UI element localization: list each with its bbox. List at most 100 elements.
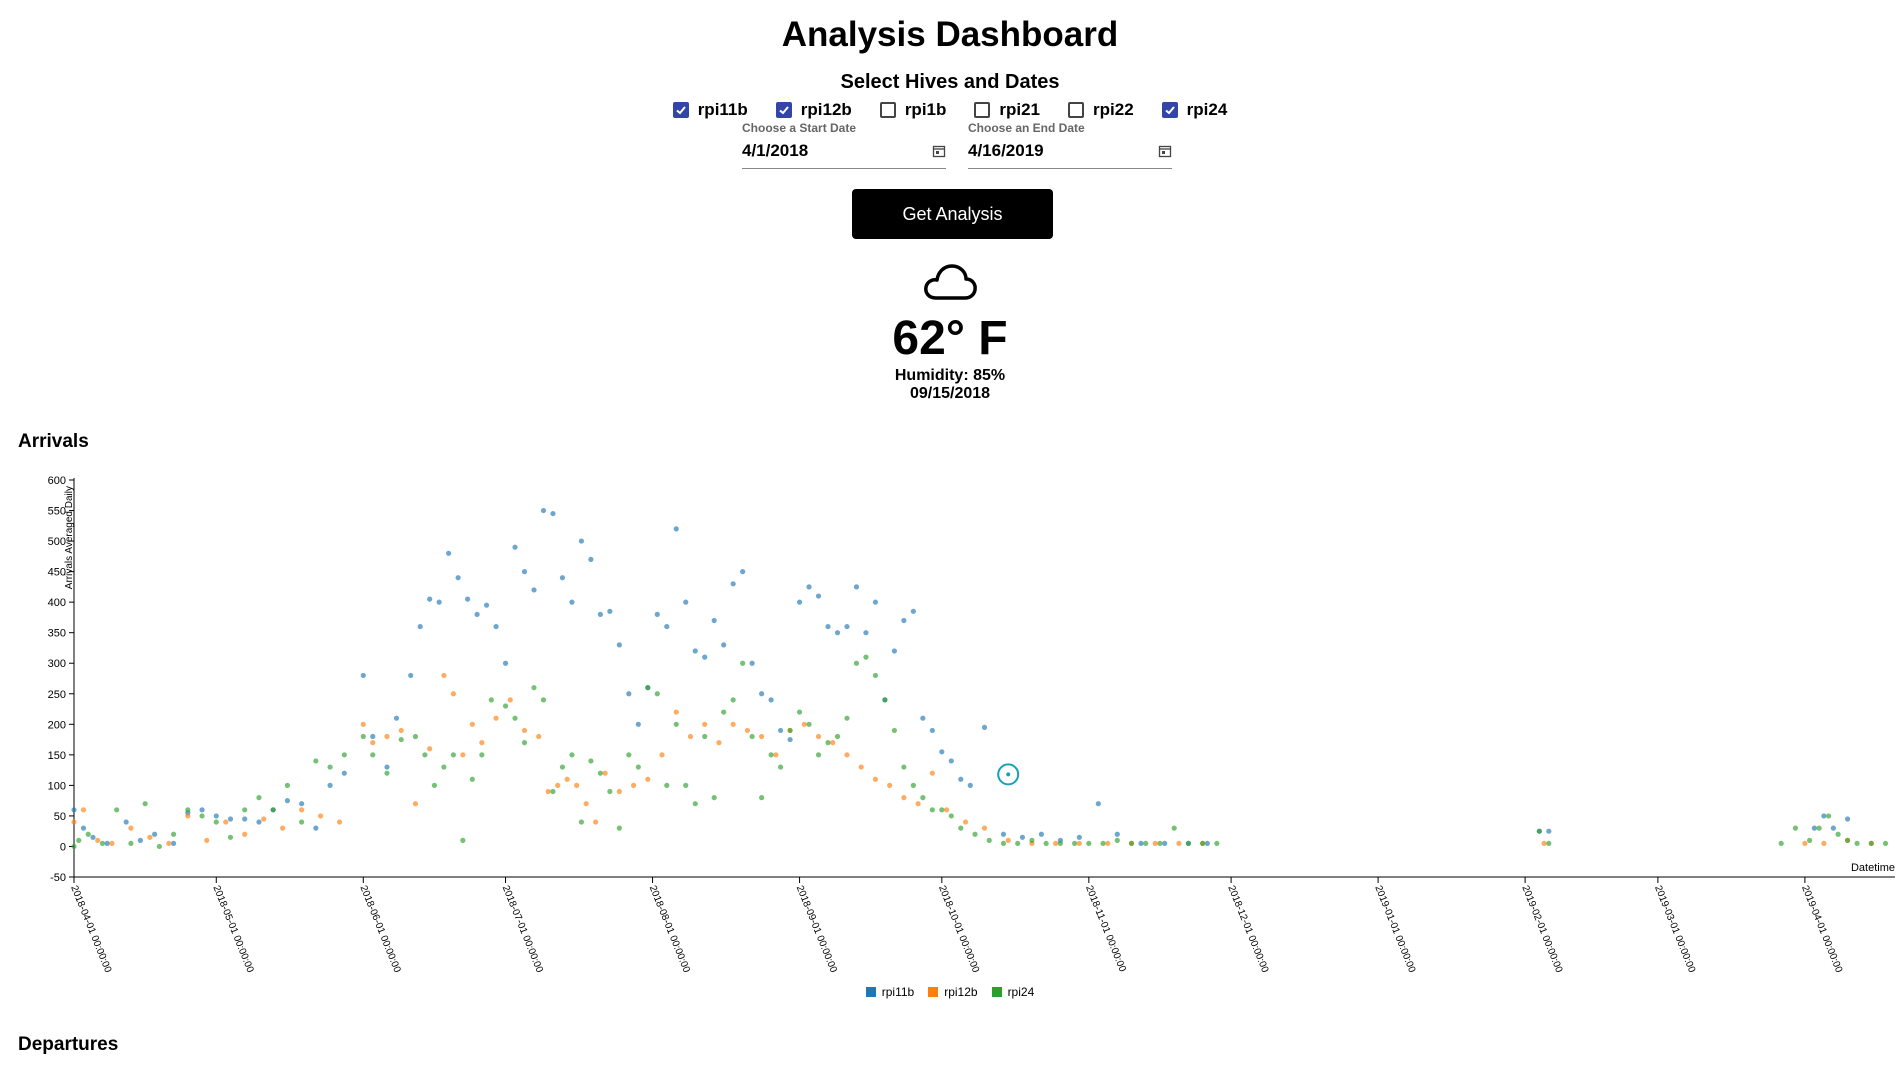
data-point-rpi11b: [540, 507, 547, 514]
calendar-icon[interactable]: [932, 144, 946, 158]
data-point-rpi24: [1200, 840, 1206, 847]
start-date-input[interactable]: 4/1/2018: [742, 141, 946, 169]
checkbox-icon[interactable]: [879, 102, 896, 118]
data-point-rpi11b: [796, 599, 803, 605]
data-point-rpi11b: [393, 715, 400, 721]
data-point-rpi24: [142, 801, 148, 807]
data-point-rpi11b: [80, 825, 87, 831]
hive-checkbox-rpi22[interactable]: rpi22: [1068, 100, 1134, 120]
end-date-input[interactable]: 4/16/2019: [968, 141, 1172, 169]
data-point-rpi24: [284, 782, 290, 788]
data-point-rpi11b: [242, 816, 248, 822]
data-point-rpi12b: [744, 727, 750, 734]
data-point-rpi12b: [71, 819, 77, 825]
checkbox-icon[interactable]: [775, 102, 792, 118]
data-point-rpi11b: [1076, 834, 1082, 840]
data-point-rpi11b: [284, 798, 290, 804]
data-point-rpi24: [71, 843, 77, 850]
data-point-rpi11b: [863, 630, 869, 636]
hive-label: rpi1b: [904, 100, 947, 119]
data-point-rpi24: [1171, 825, 1177, 831]
data-point-rpi24: [711, 795, 717, 801]
y-tick-label: 350: [48, 628, 66, 640]
data-point-rpi11b: [1000, 831, 1007, 837]
legend-item-rpi12b[interactable]: rpi12b: [928, 985, 978, 999]
data-point-rpi12b: [1176, 840, 1182, 847]
checkbox-icon[interactable]: [974, 102, 991, 118]
y-tick-label: 300: [48, 658, 66, 670]
data-point-rpi12b: [479, 740, 485, 746]
data-point-rpi11b: [559, 575, 566, 581]
data-point-rpi11b: [550, 510, 556, 517]
hive-checkbox-rpi1b[interactable]: rpi1b: [879, 100, 947, 120]
x-tick-label: 2018-08-01 00:00:00: [647, 884, 692, 975]
data-point-rpi24: [740, 660, 746, 666]
end-date-label: Choose an End Date: [968, 121, 1085, 135]
start-date-value: 4/1/2018: [742, 141, 809, 160]
data-point-rpi12b: [1802, 840, 1808, 847]
data-point-rpi11b: [1811, 825, 1817, 831]
data-point-rpi11b: [711, 617, 717, 624]
end-date-picker[interactable]: Choose an End Date 4/16/2019: [968, 121, 1172, 169]
data-point-rpi12b: [858, 764, 864, 770]
calendar-icon[interactable]: [1158, 144, 1172, 158]
data-point-rpi24: [1000, 840, 1007, 847]
data-point-rpi11b: [1138, 840, 1144, 847]
data-point-rpi24: [891, 727, 897, 734]
data-point-rpi11b: [1821, 813, 1827, 819]
data-point-rpi24: [185, 807, 191, 813]
data-point-rpi11b: [170, 840, 177, 847]
data-point-rpi24: [635, 764, 641, 770]
data-point-rpi11b: [1844, 816, 1851, 822]
data-point-rpi24: [815, 752, 822, 758]
data-point-rpi11b: [1095, 801, 1101, 807]
data-point-rpi24: [1143, 840, 1149, 847]
x-axis-label: Datetime: [1851, 862, 1895, 874]
data-point-rpi11b: [569, 599, 575, 605]
y-tick-label: 100: [48, 780, 66, 792]
x-tick-label: 2018-07-01 00:00:00: [500, 884, 545, 975]
checkbox-icon[interactable]: [1068, 102, 1085, 118]
data-point-rpi12b: [317, 813, 324, 819]
data-point-rpi24: [607, 788, 613, 795]
data-point-rpi24: [1792, 825, 1799, 831]
data-point-rpi12b: [204, 837, 210, 843]
start-date-picker[interactable]: Choose a Start Date 4/1/2018: [742, 121, 946, 169]
checkbox-icon[interactable]: [1161, 102, 1178, 118]
arrivals-chart: -50 0 50 100 150 200 250 300 350 400 450 500 550 600A…: [48, 475, 1895, 975]
data-point-rpi12b: [398, 727, 404, 734]
data-point-rpi24: [1086, 840, 1092, 847]
data-point-rpi12b: [336, 819, 343, 825]
data-point-rpi24: [920, 795, 926, 801]
legend-item-rpi11b[interactable]: rpi11b: [865, 985, 914, 999]
data-point-rpi11b: [152, 831, 158, 837]
hive-checkbox-rpi12b[interactable]: rpi12b: [775, 100, 852, 120]
data-point-rpi12b: [128, 825, 134, 831]
legend-item-rpi24[interactable]: rpi24: [991, 985, 1034, 999]
data-point-rpi11b: [929, 727, 935, 734]
data-point-rpi12b: [261, 816, 267, 822]
data-point-rpi12b: [801, 721, 807, 727]
departures-title: Departures: [18, 1034, 119, 1055]
y-tick-label: 200: [48, 719, 66, 731]
hive-checkbox-rpi21[interactable]: rpi21: [974, 100, 1040, 120]
data-point-rpi12b: [493, 715, 499, 721]
data-point-rpi24: [313, 758, 319, 764]
data-point-rpi11b: [1830, 825, 1836, 831]
data-point-rpi11b: [384, 764, 390, 770]
hive-checkbox-rpi11b[interactable]: rpi11b: [672, 100, 748, 120]
y-tick-label: 400: [48, 597, 66, 609]
data-point-rpi24: [1835, 831, 1841, 837]
data-point-rpi24: [787, 727, 793, 734]
data-point-rpi11b: [597, 611, 603, 617]
data-point-rpi12b: [583, 801, 589, 807]
checkbox-icon[interactable]: [672, 102, 689, 118]
data-point-rpi11b: [692, 648, 698, 654]
get-analysis-button[interactable]: Get Analysis: [852, 189, 1053, 239]
data-point-rpi12b: [929, 770, 935, 776]
data-point-rpi12b: [223, 819, 229, 825]
data-point-rpi12b: [384, 733, 390, 740]
data-point-rpi24: [1882, 840, 1889, 847]
data-point-rpi12b: [1105, 840, 1111, 847]
hive-checkbox-rpi24[interactable]: rpi24: [1161, 100, 1227, 120]
